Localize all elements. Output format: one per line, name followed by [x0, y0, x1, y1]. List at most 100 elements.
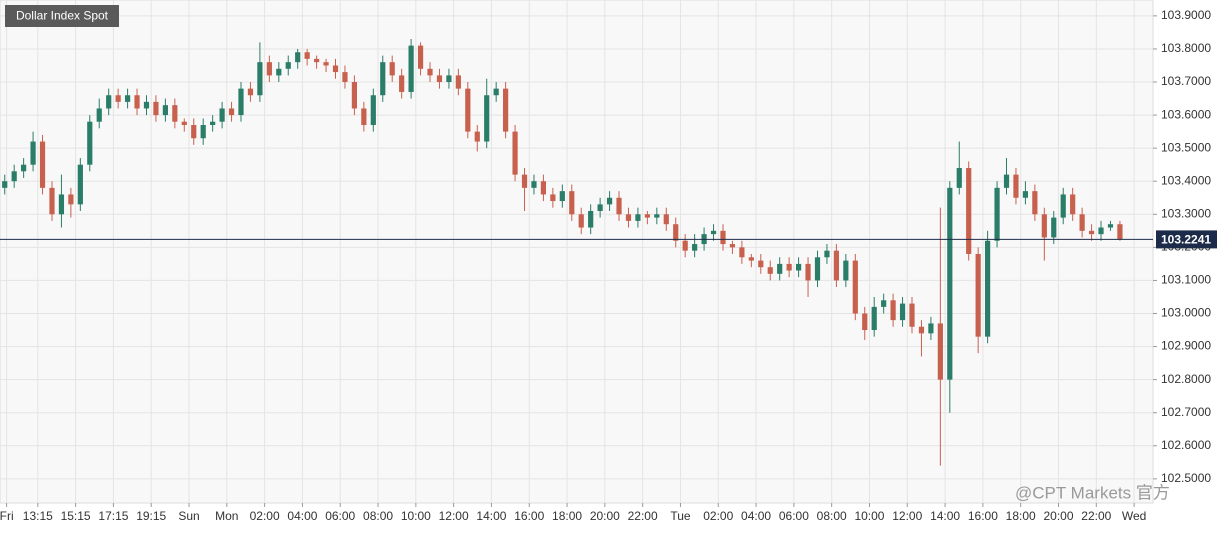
x-tick-label: 20:00 [590, 509, 620, 523]
candle-body [1003, 174, 1010, 188]
candle-body [710, 230, 717, 235]
axes: 102.5000 102.6000 102.7000 102.8000 102.9000… [0, 8, 1217, 523]
x-tick-label: 13:15 [23, 509, 53, 523]
candle-body [436, 75, 443, 83]
candle-body [606, 197, 613, 205]
candle-body [673, 224, 679, 241]
candle-body [729, 244, 736, 248]
x-tick-label: Sun [178, 509, 199, 523]
candle-body [597, 204, 603, 211]
x-tick-label: 12:00 [892, 509, 922, 523]
candle-body [1022, 191, 1029, 198]
candle-body [21, 164, 27, 172]
candle-body [625, 214, 632, 221]
x-tick-label: 14:00 [930, 509, 960, 523]
candle-body [370, 95, 376, 126]
candle-body [512, 131, 518, 175]
candle-body [748, 257, 754, 261]
candle-body [1051, 217, 1057, 238]
candle-body [985, 240, 991, 337]
candle-body [1079, 214, 1085, 231]
x-tick-label: 18:00 [552, 509, 582, 523]
candle-body [219, 108, 225, 122]
candle-body [77, 164, 83, 205]
title-box [5, 5, 119, 27]
candle-body [49, 187, 55, 215]
candle-body [276, 68, 282, 76]
candles [0, 39, 1153, 466]
candle-body [408, 45, 414, 92]
candle-body [115, 95, 121, 102]
candle-body [314, 58, 320, 63]
y-tick-label: 103.4000 [1161, 173, 1211, 187]
x-tick-label: 10:00 [854, 509, 884, 523]
x-tick-label: Fri [0, 509, 14, 523]
candle-body [30, 141, 36, 165]
y-tick-label: 102.6000 [1161, 438, 1211, 452]
candle-body [332, 65, 339, 73]
candle-body [361, 108, 367, 126]
candle-body [11, 171, 17, 182]
candle-body [200, 125, 206, 139]
candle-body [937, 323, 943, 380]
candle-body [682, 240, 688, 251]
candle-body [947, 187, 953, 380]
x-tick-label: 20:00 [1043, 509, 1073, 523]
candle-body [257, 62, 263, 96]
candle-body [1041, 214, 1047, 238]
candle-body [975, 253, 981, 337]
candle-body [550, 194, 556, 202]
x-tick-label: 04:00 [741, 509, 771, 523]
candle-body [852, 260, 858, 314]
candle-body [635, 214, 641, 221]
candle-body [162, 105, 168, 116]
candle-body [777, 263, 783, 274]
candle-body [540, 181, 547, 195]
candle-body [909, 303, 915, 327]
candle-body [455, 75, 461, 89]
candle-body [1088, 230, 1095, 235]
candle-body [474, 131, 480, 142]
candle-body [1013, 174, 1019, 198]
candle-body [427, 68, 433, 76]
chart-title: Dollar Index Spot [16, 9, 109, 23]
y-tick-label: 102.8000 [1161, 372, 1211, 386]
y-tick-label: 103.5000 [1161, 140, 1211, 154]
candle-body [899, 303, 906, 321]
candle-body [323, 62, 329, 66]
candle-body [493, 88, 499, 96]
x-tick-label: 15:15 [61, 509, 91, 523]
y-tick-label: 102.5000 [1161, 471, 1211, 485]
candle-body [928, 323, 934, 334]
candle-body [503, 88, 509, 132]
candle-body [814, 257, 821, 281]
watermark: @CPT Markets 官方 [1015, 483, 1170, 502]
candle-body [1060, 194, 1066, 218]
x-tick-label: Mon [215, 509, 238, 523]
y-tick-label: 103.9000 [1161, 8, 1211, 22]
x-tick-label: 14:00 [476, 509, 506, 523]
candle-body [569, 191, 575, 215]
y-tick-label: 103.1000 [1161, 273, 1211, 287]
candle-body [871, 306, 877, 331]
candle-body [720, 230, 726, 245]
candle-body [124, 95, 131, 102]
candle-body [446, 75, 452, 83]
candle-body [881, 300, 887, 307]
candle-body [588, 210, 594, 228]
candle-body [994, 187, 1000, 241]
x-tick-label: 16:00 [514, 509, 544, 523]
candle-body [833, 250, 839, 281]
x-tick-label: Tue [670, 509, 691, 523]
x-tick-label: 18:00 [1006, 509, 1036, 523]
candle-body [786, 263, 792, 271]
last-price-label: 103.2241 [1161, 233, 1211, 247]
candle-body [153, 101, 159, 116]
x-tick-label: Wed [1122, 509, 1146, 523]
candle-body [304, 52, 310, 59]
x-tick-label: 06:00 [779, 509, 809, 523]
candle-body [39, 141, 46, 188]
y-tick-label: 103.8000 [1161, 41, 1211, 55]
candle-body [824, 250, 830, 258]
